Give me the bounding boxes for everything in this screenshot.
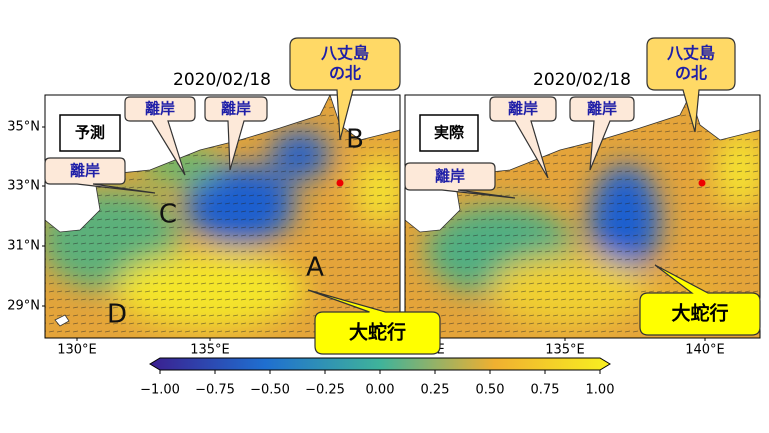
lat-tick-label: 35°N <box>7 120 40 135</box>
panel-label: 予測 <box>75 124 105 142</box>
colorbar-tick-label: −0.75 <box>195 383 235 398</box>
lon-tick-label: 135°E <box>545 343 585 358</box>
panel-label-box <box>419 114 479 152</box>
hachijo-callout-text: の北 <box>675 64 707 83</box>
colorbar-tick-label: −1.00 <box>140 383 180 398</box>
lat-tick-label: 31°N <box>7 239 40 254</box>
rigan-callout-text: 離岸 <box>221 100 251 118</box>
hachijo-callout-text: 八丈島 <box>666 44 715 63</box>
rigan-callout <box>569 96 635 171</box>
rigan-callout-text: 離岸 <box>70 162 100 180</box>
rigan-callout <box>404 162 516 199</box>
panel-date: 2020/02/18 <box>173 70 271 90</box>
lat-tick-label: 33°N <box>7 179 40 194</box>
lat-tick-label: 29°N <box>7 299 40 314</box>
colorbar-tick-label: 0.00 <box>366 383 395 398</box>
lon-tick-label: 140°E <box>685 343 725 358</box>
rigan-callout <box>44 157 156 194</box>
point-letter: C <box>159 200 177 230</box>
point-letter: D <box>107 300 127 330</box>
point-letter: B <box>346 125 364 155</box>
panel-label-box <box>59 114 121 152</box>
hachijo-callout-text: の北 <box>329 64 361 83</box>
colorbar-tick-label: −0.25 <box>305 383 345 398</box>
meander-callout-text: 大蛇行 <box>671 302 728 325</box>
rigan-callout-text: 離岸 <box>587 100 617 118</box>
point-letter: A <box>306 253 324 283</box>
colorbar-tick-label: −0.50 <box>250 383 290 398</box>
hachijo-callout-text: 八丈島 <box>320 44 369 63</box>
lon-tick-label: 135°E <box>190 343 230 358</box>
meander-callout <box>639 264 761 336</box>
panel-label: 実際 <box>434 124 465 142</box>
rigan-callout <box>489 96 557 179</box>
meander-callout <box>307 289 441 355</box>
colorbar-tick-label: 1.00 <box>586 383 615 398</box>
rigan-callout-text: 離岸 <box>435 167 465 185</box>
rigan-callout <box>204 96 268 171</box>
panel-date: 2020/02/18 <box>533 70 631 90</box>
hachijo-callout <box>646 37 736 133</box>
lon-tick-label: 130°E <box>57 343 97 358</box>
colorbar-tick-label: 0.25 <box>421 383 450 398</box>
colorbar-tick-label: 0.75 <box>531 383 560 398</box>
rigan-callout-text: 離岸 <box>145 100 175 118</box>
hachijo-callout <box>289 37 401 141</box>
colorbar-tick-label: 0.50 <box>476 383 505 398</box>
meander-callout-text: 大蛇行 <box>349 321 406 344</box>
rigan-callout <box>124 96 196 176</box>
colorbar <box>149 357 611 371</box>
rigan-callout-text: 離岸 <box>508 100 538 118</box>
